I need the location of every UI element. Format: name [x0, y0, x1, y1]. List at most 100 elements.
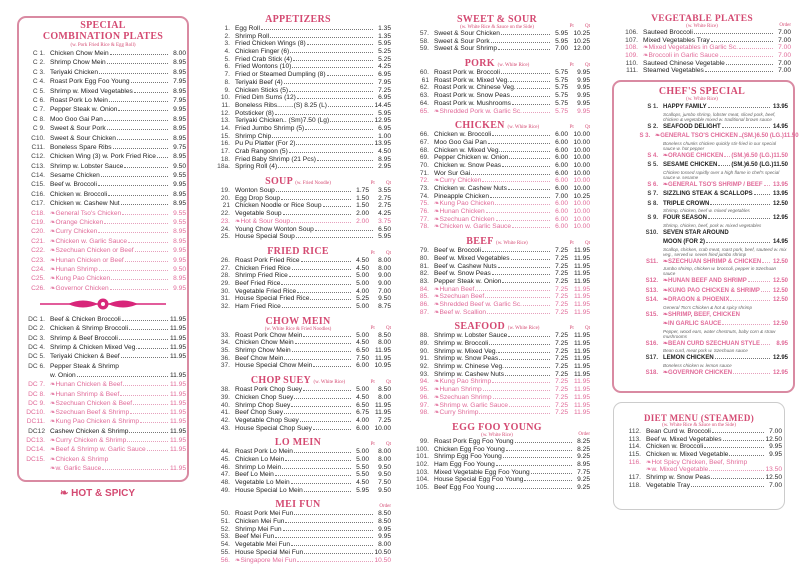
- menu-item[interactable]: C 9. Sweet & Sour Pork 8.95: [20, 124, 186, 133]
- menu-item[interactable]: 92. Shrimp w. Chinese Veg. 7.25 11.95: [404, 363, 590, 371]
- menu-item[interactable]: 28. Shrimp Fried Rice 5.00 9.00: [205, 272, 391, 280]
- menu-item[interactable]: 39. Chicken Chop Suey 4.50 8.00: [205, 394, 391, 402]
- menu-item[interactable]: S 3. ❧ GENERAL TSO'S CHICKEN (SM.)6.50 (LG…: [616, 133, 798, 151]
- menu-item[interactable]: 102. Ham Egg Foo Young 8.95: [404, 461, 590, 469]
- menu-item[interactable]: 97. ❧ Shrimp w. Garlic Sauce 7.25 11.95: [404, 402, 590, 410]
- menu-item[interactable]: 87. ❧ Beef w. Scallion 7.25 11.95: [404, 309, 590, 317]
- menu-item[interactable]: 47. Beef Lo Mein 5.50 9.50: [205, 471, 391, 479]
- menu-item[interactable]: S17. LEMON CHICKEN 12.95 Boneless chicken w…: [616, 355, 788, 368]
- menu-item[interactable]: 36. Beef Chow Mein 7.50 11.95: [205, 355, 391, 363]
- menu-item[interactable]: 12. Potsticker (8) 5.95: [205, 110, 391, 118]
- menu-item[interactable]: 65. ❧ Shredded Pork w. Garlic Sc. 5.75 9.95: [404, 108, 590, 116]
- menu-item[interactable]: 113. Beef w. Mixed Vegetables 12.50: [616, 436, 782, 444]
- menu-item[interactable]: S15. ❧ SHRIMP, BEEF, CHICKEN: [616, 312, 788, 320]
- menu-item[interactable]: S 1. HAPPY FAMILY 13.95 Scallops, jumbo shr…: [616, 104, 788, 122]
- menu-item[interactable]: C 4. Roast Pork Egg Foo Young 7.95: [20, 77, 186, 86]
- menu-item[interactable]: S13. ❧ KUNG PAO CHICKEN & SHRIMP 12.50: [616, 288, 788, 296]
- menu-item[interactable]: C16. Chicken w. Broccoli 8.95: [20, 190, 186, 199]
- menu-item[interactable]: DC 5. Teriyaki Chicken & Beef 11.95: [20, 352, 186, 361]
- menu-item[interactable]: 10. Fried Dim Sums (12) 6.95: [205, 94, 391, 102]
- menu-item[interactable]: 30. Vegetable Fried Rice 4.00 7.00: [205, 288, 391, 296]
- menu-item[interactable]: 82. Beef w. Snow Peas 7.25 11.95: [404, 270, 590, 278]
- menu-item[interactable]: 112. Bean Curd w. Broccoli 7.00: [616, 428, 782, 436]
- menu-item[interactable]: 31. House Special Fried Rice 5.25 9.50: [205, 295, 391, 303]
- menu-item[interactable]: S14. ❧ DRAGON & PHOENIX 12.50 General Tso's…: [616, 297, 788, 310]
- menu-item[interactable]: 118. Vegetable Tray 7.00: [616, 482, 782, 490]
- menu-item[interactable]: DC 8. ❧ Hunan Shrimp & Beef 11.95: [20, 390, 186, 399]
- menu-item[interactable]: 83. Pepper Steak w. Onion 7.25 11.95: [404, 278, 590, 286]
- menu-item[interactable]: C 2. Shrimp Chow Mein 8.95: [20, 58, 186, 67]
- menu-item[interactable]: S12. ❧ HUNAN BEEF AND SHRIMP 12.50: [616, 278, 788, 286]
- menu-item[interactable]: S18. ❧ GOVERNOR CHICKEN 12.95: [616, 370, 788, 378]
- menu-item[interactable]: DC11. ❧ Kung Pao Chicken & Shrimp 11.95: [20, 417, 186, 426]
- menu-item[interactable]: C26. ❧ Governor Chicken 9.95: [20, 284, 186, 293]
- menu-item[interactable]: 110. Sauteed Chinese Vegetable 7.00: [613, 60, 791, 68]
- menu-item[interactable]: C22. ❧ Szechuan Chicken or Beef 9.95: [20, 246, 186, 255]
- menu-item[interactable]: 108. ❧ Mixed Vegetables in Garlic Sc. 7.00: [613, 44, 791, 52]
- menu-item[interactable]: 56. ❧ Singapore Mei Fun 10.50: [205, 557, 391, 565]
- menu-item[interactable]: C19. ❧ Orange Chicken 9.55: [20, 218, 186, 227]
- menu-item[interactable]: 8. Teriyaki Beef (4) 7.95: [205, 79, 392, 87]
- menu-item[interactable]: DC 2. Chicken & Shrimp Broccoli 11.95: [20, 324, 186, 333]
- menu-item[interactable]: 37. House Special Chow Mein 6.00 10.95: [205, 362, 391, 370]
- menu-item[interactable]: 14. Fried Jumbo Shrimp (5) 6.95: [205, 125, 391, 133]
- menu-item[interactable]: 32. Ham Fried Rice 5.00 8.75: [205, 303, 391, 311]
- menu-item[interactable]: C 6. Roast Pork Lo Mein 7.95: [20, 96, 186, 105]
- menu-item[interactable]: ❧ IN GARLIC SAUCE 12.50 Pepper, wood ears,…: [616, 321, 788, 339]
- menu-item[interactable]: 45. Chicken Lo Mein 5.00 8.00: [205, 456, 391, 464]
- menu-item[interactable]: 25. House Special Soup 5.95: [205, 233, 391, 241]
- menu-item[interactable]: 62. Roast Pork w. Chinese Veg. 5.75 9.95: [404, 84, 590, 92]
- menu-item[interactable]: DC 7. ❧ Hunan Chicken & Beef 11.95: [20, 380, 186, 389]
- menu-item[interactable]: S 8. TRIPLE CROWN 12.50 Shrimp, chicken, be…: [616, 201, 788, 214]
- menu-item[interactable]: 72. ❧ Curry Chicken 6.00 10.00: [404, 177, 590, 185]
- menu-item[interactable]: DC 9. ❧ Szechuan Chicken & Beef 11.95: [20, 399, 186, 408]
- menu-item[interactable]: 26. Roast Pork Fried Rice 4.50 8.00: [205, 257, 391, 265]
- menu-item[interactable]: C11. Boneless Spare Ribs 9.75: [20, 143, 186, 152]
- menu-item[interactable]: C14. Sesame Chicken 9.55: [20, 171, 186, 180]
- menu-item[interactable]: C12. Chicken Wing (3) w. Pork Fried Rice 8…: [20, 152, 186, 161]
- menu-item[interactable]: 70. Chicken w. Snow Peas 6.00 10.00: [404, 162, 590, 170]
- menu-item[interactable]: DC14. ❧ Beef & Shrimp w. Garlic Sauce 11.9…: [20, 445, 186, 454]
- menu-item[interactable]: 33. Roast Pork Chow Mein 5.00 8.50: [205, 332, 391, 340]
- menu-item[interactable]: 116. ❧ Hot Spicy Chicken, Beef, Shrimp: [616, 459, 782, 467]
- menu-item[interactable]: DC 4. Shrimp & Chicken Mixed Veg. 11.95: [20, 343, 186, 352]
- menu-item[interactable]: 107. Mixed Vegetables Tray 7.00: [613, 37, 791, 45]
- menu-item[interactable]: 35. Shrimp Chow Mein 6.50 11.95: [205, 347, 391, 355]
- menu-item[interactable]: 22. Vegetable Soup 2.00 4.25: [205, 210, 391, 218]
- menu-item[interactable]: 7. Fried or Steamed Dumpling (8) 6.95: [205, 71, 392, 79]
- menu-item[interactable]: 90. Shrimp w. Mixed Veg. 7.25 11.95: [404, 348, 590, 356]
- menu-item[interactable]: 44. Roast Pork Lo Mein 5.00 8.00: [205, 448, 391, 456]
- menu-item[interactable]: DC12 Cashew Chicken & Shrimp 11.95: [20, 427, 186, 436]
- menu-item[interactable]: 105. Beef Egg Foo Young 9.25: [404, 484, 590, 492]
- menu-item[interactable]: 24. Young Chow Wonton Soup 6.50: [205, 226, 391, 234]
- menu-item[interactable]: 100. Chicken Egg Foo Young 8.25: [404, 446, 590, 454]
- menu-item[interactable]: S 2. SEAFOOD DELIGHT 14.95: [616, 124, 788, 132]
- menu-item[interactable]: S16. ❧ BEAN CURD SZECHUAN STYLE 8.95 Bean c…: [616, 341, 788, 354]
- menu-item[interactable]: 58. Sweet & Sour Pork 5.95 10.25: [404, 38, 590, 46]
- menu-item[interactable]: 52. Shrimp Mei Fun 9.95: [205, 526, 391, 534]
- menu-item[interactable]: DC 3. Shrimp & Beef Broccoli 11.95: [20, 334, 186, 343]
- menu-item[interactable]: 50. Roast Pork Mei Fun 8.50: [205, 510, 391, 518]
- menu-item[interactable]: 93. Shrimp w. Cashew Nuts 7.25 11.95: [404, 371, 590, 379]
- menu-item[interactable]: 115. Chicken w. Mixed Vegetable 9.95: [616, 451, 782, 459]
- menu-item[interactable]: C 5. Shrimp w. Mixed Vegetables 8.95: [20, 87, 186, 96]
- menu-item[interactable]: 78. ❧ Chicken w. Garlic Sauce 6.00 10.00: [404, 223, 590, 231]
- menu-item[interactable]: 80. Beef w. Mixed Vegetables 7.25 11.95: [404, 255, 590, 263]
- menu-item[interactable]: S 9. FOUR SEASON 12.95 Shrimp, chicken, bee…: [616, 215, 788, 228]
- menu-item[interactable]: 104. House Special Egg Foo Young 9.25: [404, 476, 590, 484]
- menu-item[interactable]: 57. Sweet & Sour Chicken 5.95 10.25: [404, 30, 590, 38]
- menu-item[interactable]: 61 Roast Pork w. Mixed Veg. 5.75 9.95: [404, 77, 590, 85]
- menu-item[interactable]: 9. Chicken Sticks (5) 7.25: [205, 87, 392, 95]
- menu-item[interactable]: 54. Vegetable Mei Fun 8.00: [205, 541, 391, 549]
- menu-item[interactable]: 96. ❧ Szechuan Shrimp 7.25 11.95: [404, 394, 590, 402]
- menu-item[interactable]: 79. Beef w. Broccoli 7.25 11.95: [404, 247, 590, 255]
- menu-item[interactable]: 15. Shrimp Chip 1.00: [205, 133, 391, 141]
- menu-item[interactable]: 49. House Special Lo Mein 5.95 9.50: [205, 487, 391, 495]
- menu-item[interactable]: w. Onion 11.95: [20, 371, 186, 380]
- menu-item[interactable]: 18a. Spring Roll (4) 2.95: [205, 163, 391, 171]
- menu-item[interactable]: 91. Shrimp w. Snow Peas 7.25 11.95: [404, 355, 590, 363]
- menu-item[interactable]: 76. ❧ Hunan Chicken 6.00 10.00: [404, 208, 590, 216]
- menu-item[interactable]: 3. Fried Chicken Wings (8) 5.95: [205, 40, 392, 48]
- menu-item[interactable]: 109. ❧ Broccoli in Garlic Sauce 7.00: [613, 52, 791, 60]
- menu-item[interactable]: S11. ❧ SZECHUAN SHRIMP & CHICKEN 12.50 Jumb…: [616, 259, 788, 277]
